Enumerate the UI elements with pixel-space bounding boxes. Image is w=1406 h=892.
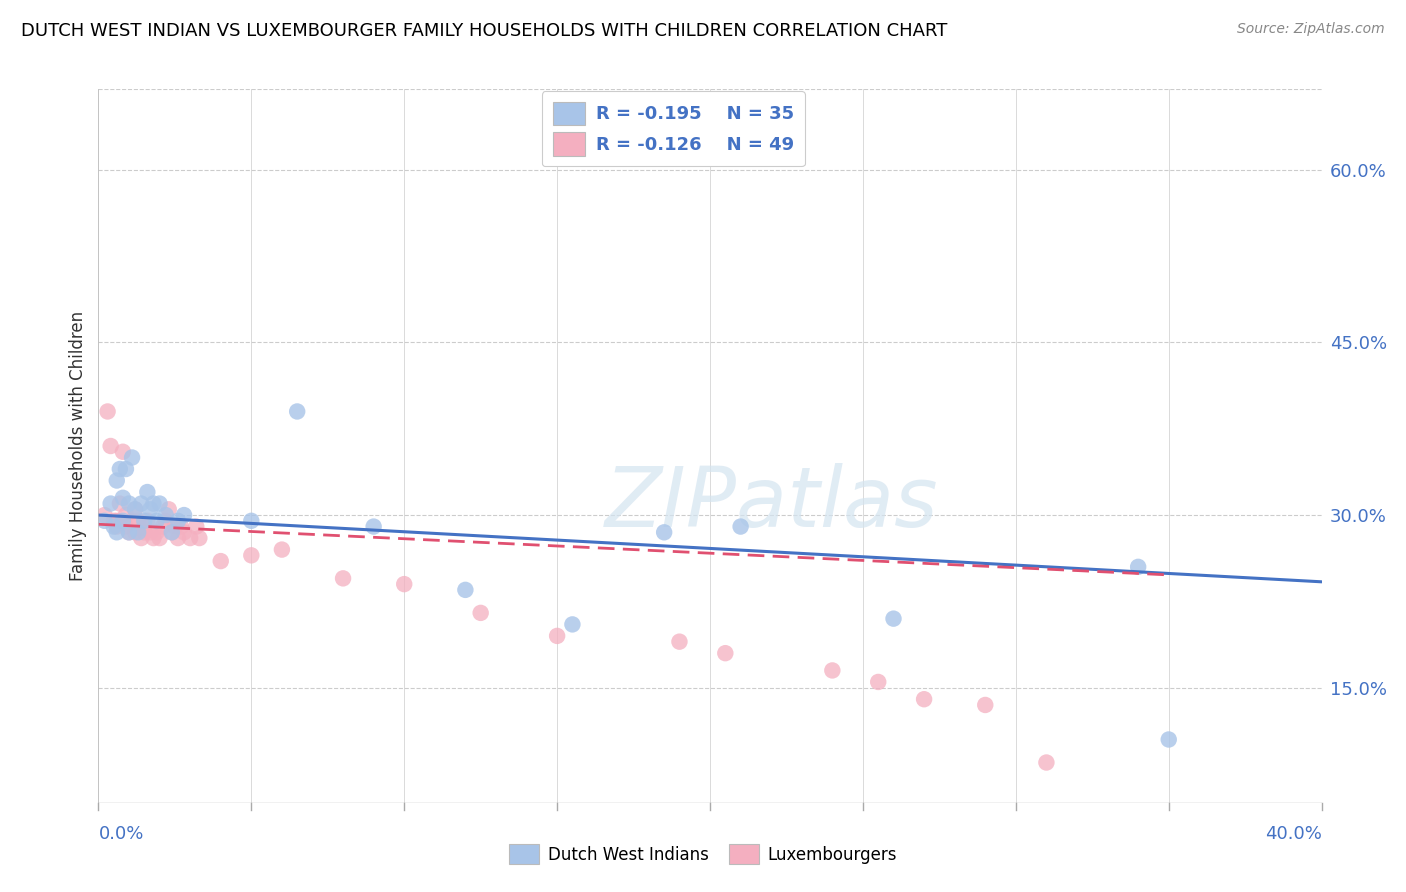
Point — [142, 531, 165, 545]
Point — [173, 525, 195, 540]
Point — [821, 664, 844, 678]
Point — [1035, 756, 1057, 770]
Text: 40.0%: 40.0% — [1265, 825, 1322, 843]
Point — [118, 525, 141, 540]
Point — [454, 582, 477, 597]
Point — [139, 525, 162, 540]
Point — [240, 514, 263, 528]
Point — [546, 629, 568, 643]
Point — [124, 502, 146, 516]
Point — [155, 514, 177, 528]
Legend: R = -0.195    N = 35, R = -0.126    N = 49: R = -0.195 N = 35, R = -0.126 N = 49 — [541, 91, 804, 167]
Point — [129, 497, 152, 511]
Point — [111, 491, 134, 505]
Point — [470, 606, 492, 620]
Point — [105, 514, 128, 528]
Point — [121, 450, 143, 465]
Point — [111, 444, 134, 458]
Point — [332, 571, 354, 585]
Point — [118, 525, 141, 540]
Text: Source: ZipAtlas.com: Source: ZipAtlas.com — [1237, 22, 1385, 37]
Point — [730, 519, 752, 533]
Point — [105, 525, 128, 540]
Point — [167, 531, 190, 545]
Point — [134, 519, 156, 533]
Point — [167, 514, 190, 528]
Point — [139, 502, 162, 516]
Point — [240, 549, 263, 563]
Point — [124, 525, 146, 540]
Point — [561, 617, 583, 632]
Point — [363, 519, 385, 533]
Point — [103, 519, 125, 533]
Point — [127, 514, 149, 528]
Point — [127, 525, 149, 540]
Point — [392, 577, 416, 591]
Point — [124, 502, 146, 516]
Point — [105, 519, 128, 533]
Y-axis label: Family Households with Children: Family Households with Children — [69, 311, 87, 581]
Point — [145, 525, 167, 540]
Point — [103, 514, 125, 528]
Text: 0.0%: 0.0% — [98, 825, 143, 843]
Point — [285, 404, 308, 418]
Point — [1157, 732, 1180, 747]
Point — [163, 519, 186, 533]
Point — [1128, 559, 1150, 574]
Point — [115, 462, 138, 476]
Point — [108, 497, 131, 511]
Point — [100, 439, 122, 453]
Point — [974, 698, 997, 712]
Point — [93, 514, 115, 528]
Point — [188, 531, 211, 545]
Point — [97, 404, 120, 418]
Point — [134, 525, 156, 540]
Point — [108, 514, 131, 528]
Point — [108, 462, 131, 476]
Point — [118, 497, 141, 511]
Point — [115, 519, 138, 533]
Point — [668, 634, 690, 648]
Point — [152, 519, 174, 533]
Point — [186, 519, 208, 533]
Point — [129, 531, 152, 545]
Point — [111, 514, 134, 528]
Point — [912, 692, 935, 706]
Point — [105, 474, 128, 488]
Point — [149, 531, 172, 545]
Point — [115, 508, 138, 522]
Point — [170, 519, 193, 533]
Point — [160, 525, 183, 540]
Point — [145, 514, 167, 528]
Point — [209, 554, 232, 568]
Point — [134, 514, 156, 528]
Point — [100, 497, 122, 511]
Point — [173, 508, 195, 522]
Point — [155, 508, 177, 522]
Point — [868, 675, 890, 690]
Point — [157, 502, 180, 516]
Point — [93, 508, 115, 522]
Point — [883, 612, 905, 626]
Point — [179, 531, 201, 545]
Point — [652, 525, 675, 540]
Point — [136, 485, 159, 500]
Point — [136, 514, 159, 528]
Point — [160, 525, 183, 540]
Point — [121, 514, 143, 528]
Legend: Dutch West Indians, Luxembourgers: Dutch West Indians, Luxembourgers — [503, 838, 903, 871]
Text: ZIPatlas: ZIPatlas — [605, 463, 938, 543]
Point — [142, 497, 165, 511]
Point — [149, 497, 172, 511]
Text: DUTCH WEST INDIAN VS LUXEMBOURGER FAMILY HOUSEHOLDS WITH CHILDREN CORRELATION CH: DUTCH WEST INDIAN VS LUXEMBOURGER FAMILY… — [21, 22, 948, 40]
Point — [714, 646, 737, 660]
Point — [270, 542, 292, 557]
